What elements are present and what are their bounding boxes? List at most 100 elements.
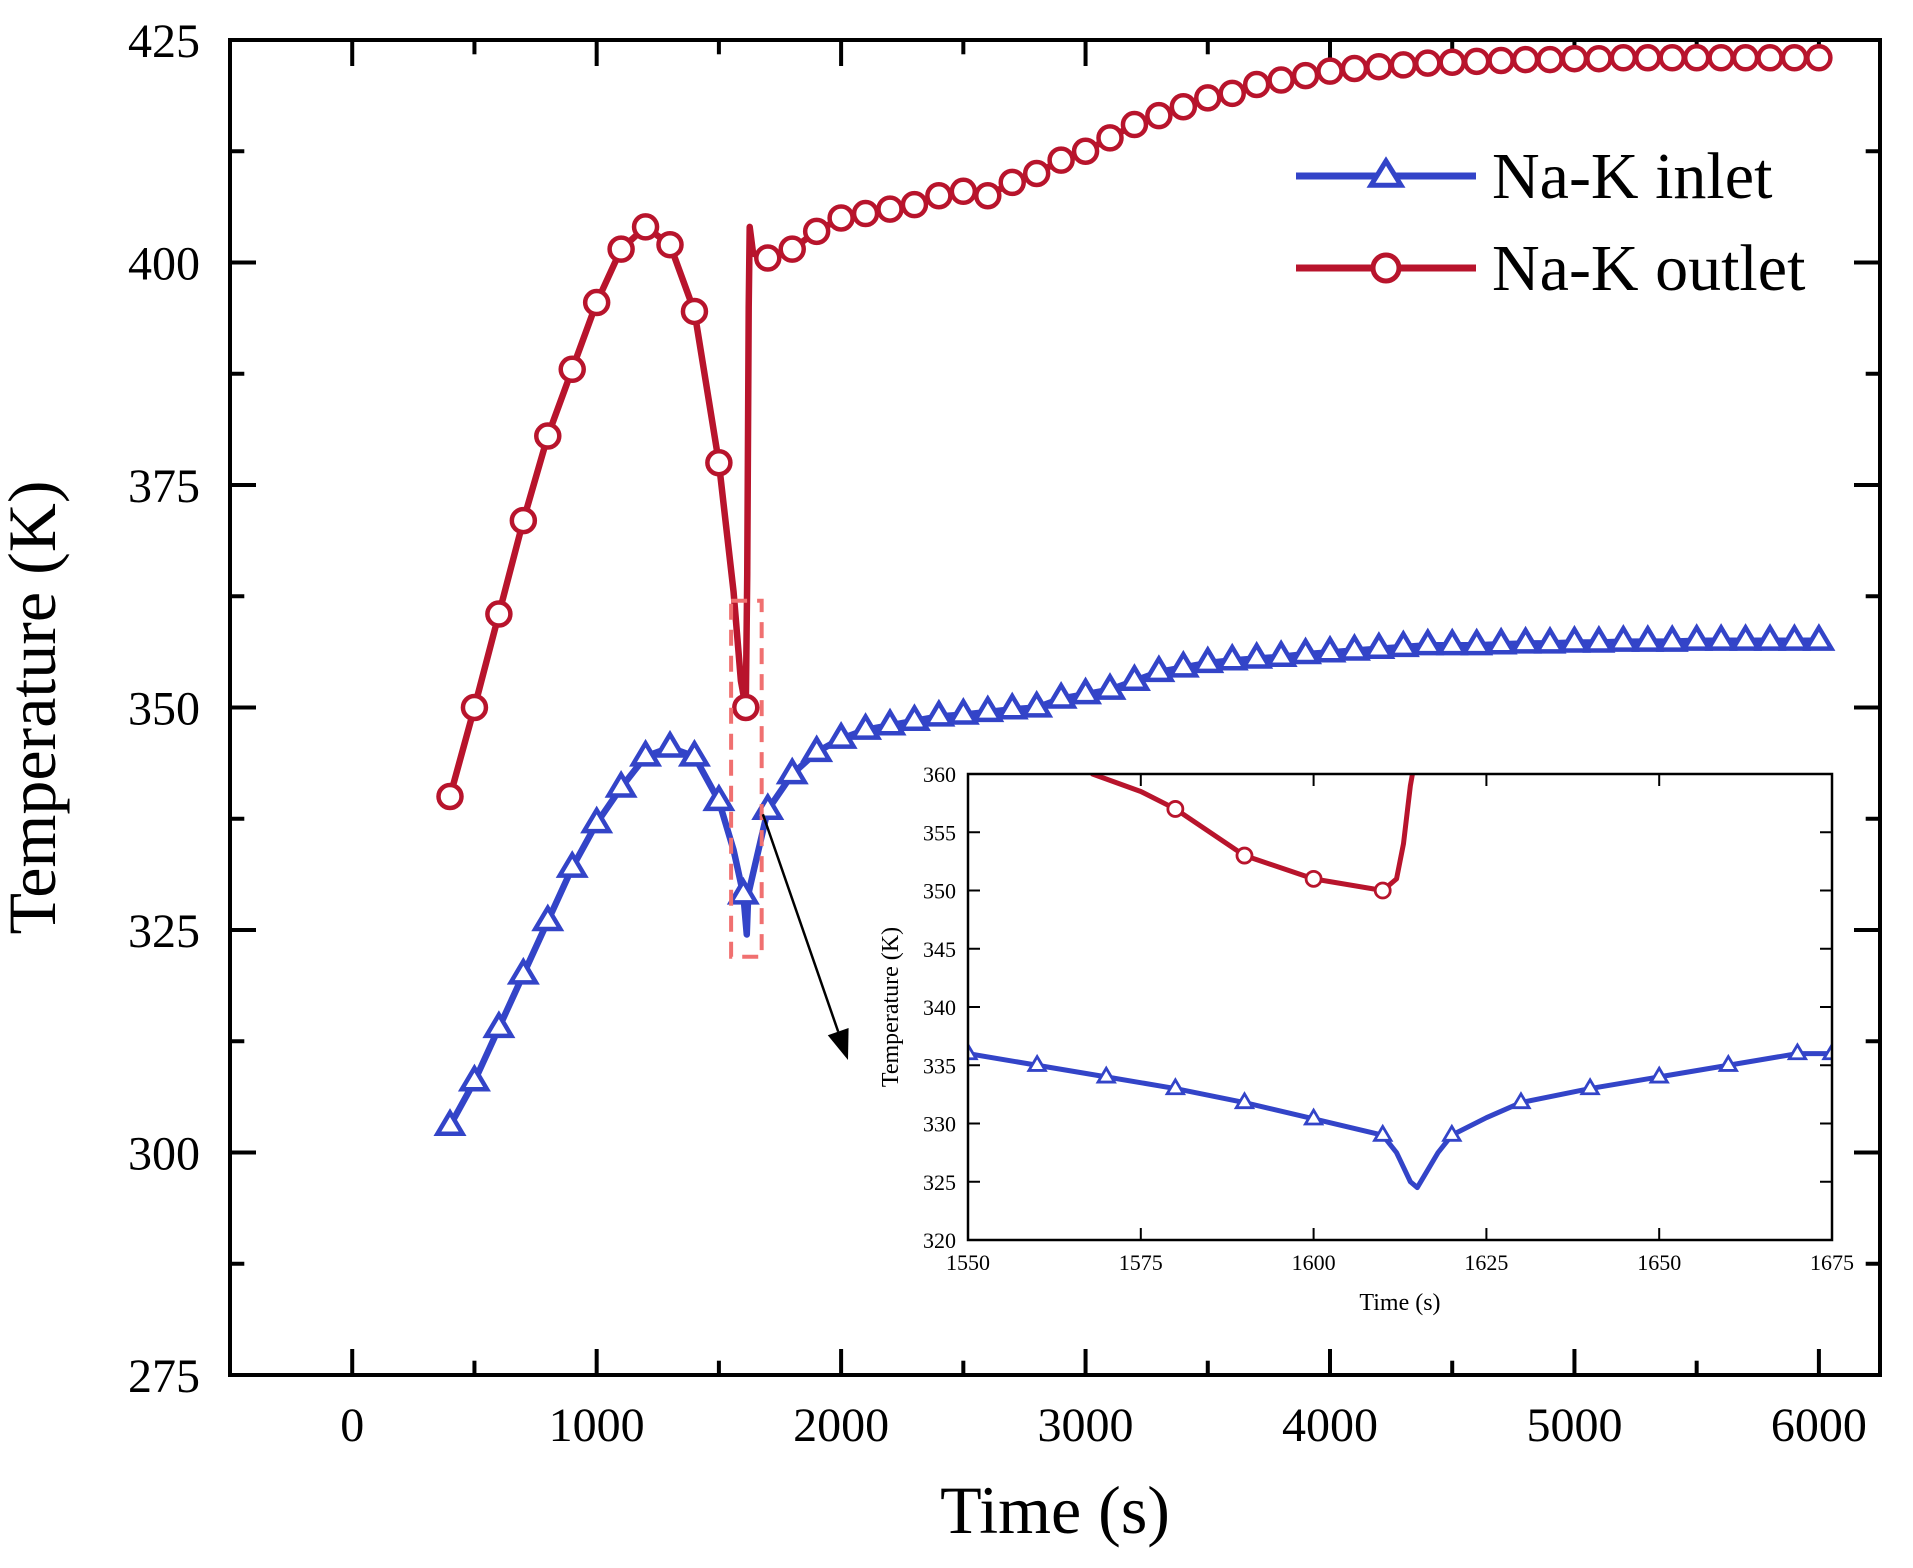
main-point-na-k-outlet: [656, 230, 684, 259]
main-y-tick-label: 425: [128, 15, 200, 68]
inset-x-tick-label: 1550: [946, 1250, 990, 1275]
main-point-na-k-inlet: [971, 694, 1005, 723]
inset-point-inlet: [1095, 1065, 1117, 1084]
main-point-na-k-inlet: [1386, 629, 1420, 658]
inset-point-outlet: [1166, 800, 1185, 818]
main-point-na-k-inlet: [1289, 636, 1323, 665]
main-point-na-k-outlet: [925, 182, 953, 210]
main-point-na-k-outlet: [974, 182, 1002, 210]
inset-point-outlet: [1235, 846, 1254, 865]
main-x-tick-label: 2000: [793, 1399, 889, 1452]
inset-y-tick-label: 320: [923, 1228, 956, 1253]
main-point-na-k-inlet: [1240, 640, 1274, 669]
main-point-na-k-outlet: [754, 244, 782, 272]
main-y-tick-label: 375: [128, 460, 200, 513]
main-point-na-k-inlet: [629, 738, 663, 767]
inset-point-inlet: [1026, 1053, 1048, 1072]
main-point-na-k-outlet: [1169, 93, 1198, 121]
main-point-na-k-outlet: [1511, 45, 1540, 74]
main-point-na-k-inlet: [1069, 676, 1103, 705]
main-point-na-k-inlet: [1631, 624, 1665, 652]
legend-label: Na-K outlet: [1492, 232, 1805, 305]
main-point-na-k-outlet: [1096, 124, 1124, 152]
main-point-na-k-inlet: [824, 721, 858, 749]
main-point-na-k-outlet: [1194, 84, 1222, 112]
main-point-na-k-inlet: [1044, 680, 1078, 709]
main-axes: 0 1000 2000 3000 4000 5000 6000 275 300 325 350 375…: [0, 15, 1880, 1548]
main-point-na-k-outlet: [732, 693, 760, 722]
main-point-na-k-inlet: [1729, 623, 1763, 651]
main-point-na-k-inlet: [1362, 631, 1396, 659]
main-point-na-k-outlet: [705, 449, 733, 477]
inset-point-inlet: [1648, 1065, 1670, 1084]
main-point-na-k-outlet: [876, 195, 904, 223]
legend-marker-circle: [1370, 252, 1402, 284]
main-point-na-k-outlet: [1120, 110, 1149, 139]
inset-y-tick-label: 335: [923, 1053, 956, 1078]
main-point-na-k-outlet: [998, 168, 1026, 197]
main-point-na-k-outlet: [802, 217, 831, 246]
main-point-na-k-outlet: [851, 199, 880, 228]
inset-point-inlet: [968, 1042, 979, 1061]
main-point-na-k-inlet: [1802, 623, 1836, 651]
main-x-tick-label: 1000: [549, 1399, 645, 1452]
main-point-na-k-inlet: [1264, 639, 1298, 667]
zoom-arrow-head: [827, 1028, 849, 1060]
main-x-tick-label: 5000: [1526, 1399, 1622, 1452]
inset-y-tick-label: 350: [923, 879, 956, 904]
main-point-na-k-inlet: [775, 756, 809, 785]
main-point-na-k-inlet: [1704, 623, 1738, 651]
main-point-na-k-outlet: [1536, 45, 1564, 74]
main-point-na-k-outlet: [900, 190, 929, 219]
main-point-na-k-inlet: [1313, 634, 1347, 663]
inset-point-inlet: [1786, 1042, 1809, 1061]
main-y-tick-label: 300: [128, 1128, 200, 1181]
legend-marker-triangle: [1366, 156, 1406, 188]
main-point-na-k-outlet: [1756, 44, 1784, 72]
main-point-na-k-outlet: [827, 204, 855, 232]
main-point-na-k-outlet: [949, 177, 978, 206]
inset-point-inlet: [1717, 1053, 1739, 1072]
main-point-na-k-outlet: [1585, 44, 1613, 73]
main-point-na-k-outlet: [485, 600, 513, 628]
main-point-na-k-outlet: [1389, 51, 1418, 79]
main-point-na-k-outlet: [1560, 44, 1589, 73]
main-point-na-k-inlet: [506, 956, 540, 985]
main-point-na-k-inlet: [1606, 624, 1640, 652]
main-point-na-k-inlet: [580, 805, 614, 834]
main-point-na-k-inlet: [1557, 624, 1591, 653]
main-point-na-k-inlet: [1509, 625, 1543, 654]
main-x-tick-label: 4000: [1282, 1399, 1378, 1452]
main-point-na-k-inlet: [946, 696, 980, 725]
inset-x-tick-label: 1575: [1119, 1250, 1163, 1275]
main-point-na-k-inlet: [433, 1108, 467, 1136]
main-point-na-k-inlet: [1582, 624, 1616, 653]
inset-point-inlet: [1821, 1042, 1832, 1061]
main-point-na-k-inlet: [702, 783, 736, 812]
main-point-na-k-outlet: [436, 782, 464, 811]
legend-item: Na-K outlet: [1296, 232, 1805, 305]
main-point-na-k-outlet: [1071, 137, 1100, 165]
main-point-na-k-inlet: [1020, 689, 1054, 718]
main-point-na-k-outlet: [1316, 57, 1344, 85]
main-point-na-k-outlet: [1731, 44, 1760, 72]
inset-x-tick-label: 1675: [1810, 1250, 1854, 1275]
inset-y-tick-label: 330: [923, 1112, 956, 1137]
legend: Na-K inlet Na-K outlet: [1296, 140, 1805, 305]
main-point-na-k-inlet: [482, 1010, 516, 1039]
inset-y-tick-label: 360: [923, 762, 956, 787]
main-point-na-k-outlet: [582, 288, 611, 317]
main-point-na-k-outlet: [1805, 44, 1833, 72]
main-y-tick-label: 400: [128, 238, 200, 291]
main-point-na-k-outlet: [631, 213, 660, 241]
main-y-tick-label: 350: [128, 683, 200, 736]
inset-point-inlet: [1441, 1123, 1463, 1142]
main-point-na-k-inlet: [1435, 627, 1469, 656]
main-point-na-k-outlet: [1634, 44, 1662, 72]
main-point-na-k-outlet: [1438, 48, 1466, 76]
main-point-na-k-inlet: [531, 903, 565, 932]
main-point-na-k-inlet: [1411, 627, 1445, 656]
inset-point-inlet: [1164, 1077, 1187, 1096]
inset-background: [968, 774, 1832, 1240]
